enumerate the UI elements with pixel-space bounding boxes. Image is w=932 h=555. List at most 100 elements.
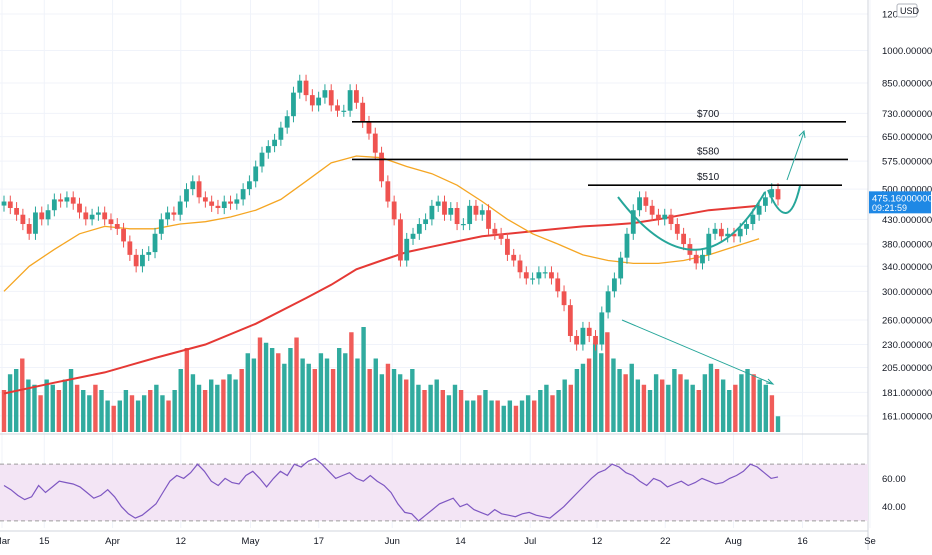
volume-bar	[696, 390, 701, 432]
candle-body	[316, 97, 322, 106]
price-tick: 1200	[882, 10, 903, 21]
candle-body	[328, 90, 334, 106]
volume-bar	[592, 342, 598, 432]
volume-bar	[428, 384, 433, 432]
candle-body	[335, 105, 340, 111]
volume-bar	[446, 395, 452, 432]
candle-body	[247, 181, 252, 190]
volume-bar	[617, 369, 622, 432]
candle-body	[221, 201, 227, 209]
volume-bar	[50, 384, 55, 432]
volume-bar	[678, 374, 683, 432]
volume-bar	[221, 379, 226, 432]
volume-bar	[434, 379, 439, 432]
volume-bar	[458, 390, 464, 432]
volume-bar	[148, 390, 153, 432]
volume-bar	[495, 400, 500, 432]
volume-bar	[629, 363, 634, 432]
candle-body	[228, 201, 233, 204]
candle-body	[297, 80, 303, 93]
volume-bar	[623, 374, 628, 432]
candle-body	[70, 197, 76, 204]
rsi-tick: 60.00	[882, 474, 906, 485]
time-tick: Se	[864, 536, 876, 547]
volume-bar	[282, 363, 287, 432]
volume-bar	[209, 379, 214, 432]
volume-bar	[690, 384, 695, 432]
price-tick: 850.00000000	[882, 78, 932, 89]
time-tick: 22	[660, 536, 671, 547]
volume-bar	[56, 390, 62, 432]
volume-bar	[635, 379, 641, 432]
cup-curve	[617, 191, 766, 251]
volume-bar	[81, 390, 86, 432]
volume-bar	[775, 416, 781, 432]
volume-bar	[379, 374, 385, 432]
candle-body	[391, 201, 397, 220]
price-tick: 430.00000000	[882, 215, 932, 226]
candle-body	[39, 212, 45, 220]
candle-body	[756, 205, 762, 215]
candle-body	[278, 127, 284, 140]
volume-bar	[605, 332, 610, 432]
candle-body	[341, 110, 347, 112]
candle-body	[429, 205, 435, 220]
volume-bar	[172, 390, 177, 432]
price-tick: 1000.00000000	[882, 46, 932, 57]
price-tick: 730.00000000	[882, 109, 932, 120]
volume-bar	[550, 395, 555, 432]
time-axis: Mar 15 Apr 12 May 17 Jun 14 Jul 12 22 Aug 16 Se	[0, 536, 876, 547]
volume-bar	[26, 379, 31, 432]
candle-body	[171, 212, 177, 215]
volume-bar	[13, 369, 19, 432]
candle-body	[303, 80, 309, 96]
candle-body	[127, 241, 133, 255]
candle-body	[505, 238, 510, 255]
candle-body	[423, 219, 429, 225]
rsi-tick: 40.00	[882, 502, 906, 513]
candle-body	[184, 189, 189, 202]
volume-bar	[233, 379, 238, 432]
volume-bar	[489, 400, 494, 432]
volume-bar	[245, 353, 250, 432]
rsi-band	[0, 464, 868, 521]
volume-bar	[422, 390, 427, 432]
volume-bar	[269, 348, 275, 432]
candle-body	[215, 205, 221, 209]
candle-body	[140, 254, 145, 267]
volume-bar	[404, 379, 409, 432]
time-tick: 14	[455, 536, 466, 547]
candle-body	[718, 228, 724, 237]
volume-bar	[660, 379, 665, 432]
candle-body	[360, 102, 366, 122]
volume-bar	[477, 395, 482, 432]
price-tick: 575.00000000	[882, 157, 932, 168]
candle-body	[108, 219, 114, 225]
candle-body	[662, 214, 668, 220]
volume-bar	[568, 384, 573, 432]
candle-body	[45, 210, 51, 220]
volume-bar	[672, 369, 677, 432]
candle-body	[240, 189, 246, 200]
volume-bar	[763, 384, 769, 432]
candle-body	[555, 278, 561, 292]
candle-body	[737, 228, 743, 237]
candle-body	[202, 197, 208, 202]
volume-bar	[641, 384, 647, 432]
volume-bar	[215, 384, 220, 432]
candle-body	[593, 335, 598, 345]
rsi-pane	[0, 457, 868, 522]
volume-bar	[129, 395, 135, 432]
volume-bar	[574, 369, 580, 432]
candle-body	[725, 233, 731, 237]
candle-body	[190, 181, 196, 190]
candle-body	[775, 189, 781, 200]
candle-body	[454, 208, 460, 225]
volume-bar	[739, 374, 744, 432]
volume-bar	[263, 342, 269, 432]
candle-body	[706, 233, 712, 255]
candle-body	[95, 212, 101, 215]
volume-bar	[544, 384, 549, 432]
